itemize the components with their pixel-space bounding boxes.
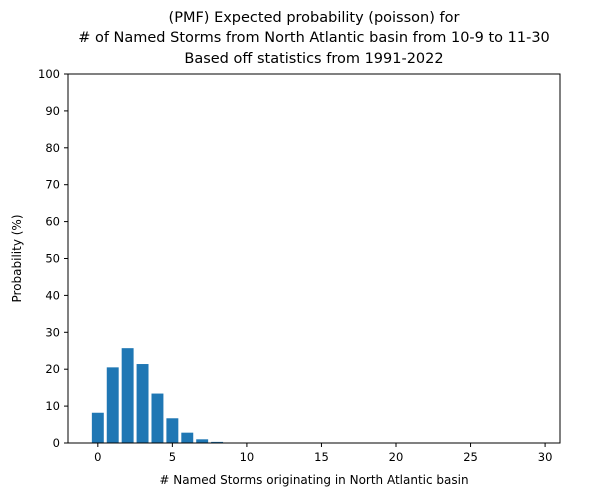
chart-title: (PMF) Expected probability (poisson) for… [78, 10, 550, 67]
y-tick-label: 50 [45, 252, 60, 266]
y-tick-label: 60 [45, 215, 60, 229]
plot-area [68, 74, 560, 443]
y-tick-label: 10 [45, 399, 60, 413]
x-tick-label: 0 [94, 450, 101, 464]
bar-2 [121, 348, 134, 443]
y-tick-label: 90 [45, 104, 60, 118]
y-axis-label: Probability (%) [10, 214, 24, 302]
y-axis: 0 10 20 30 40 50 60 70 80 90 100 [38, 67, 68, 450]
x-tick-label: 25 [463, 450, 478, 464]
x-tick-label: 20 [389, 450, 404, 464]
x-tick-label: 10 [240, 450, 255, 464]
x-tick-label: 5 [169, 450, 176, 464]
bar-8 [211, 441, 224, 443]
y-tick-label: 100 [38, 67, 60, 81]
y-tick-label: 70 [45, 178, 60, 192]
chart-title-line-1: (PMF) Expected probability (poisson) for [169, 10, 460, 26]
bar-0 [91, 412, 104, 443]
x-axis-label: # Named Storms originating in North Atla… [159, 473, 468, 487]
x-axis: 0 5 10 15 20 25 30 [94, 443, 552, 464]
bar-3 [136, 364, 149, 443]
x-tick-label: 15 [314, 450, 329, 464]
y-tick-label: 30 [45, 325, 60, 339]
bar-1 [106, 367, 119, 443]
y-tick-label: 40 [45, 288, 60, 302]
y-tick-label: 0 [53, 436, 60, 450]
y-tick-label: 80 [45, 141, 60, 155]
bar-5 [166, 418, 179, 443]
y-tick-label: 20 [45, 362, 60, 376]
x-tick-label: 30 [538, 450, 553, 464]
chart-title-line-3: Based off statistics from 1991-2022 [184, 51, 443, 67]
bar-4 [151, 393, 164, 443]
bar-6 [181, 432, 194, 443]
chart-title-line-2: # of Named Storms from North Atlantic ba… [78, 30, 550, 46]
plot-border [67, 73, 561, 444]
bar-7 [196, 439, 209, 443]
bars-group [91, 348, 253, 443]
